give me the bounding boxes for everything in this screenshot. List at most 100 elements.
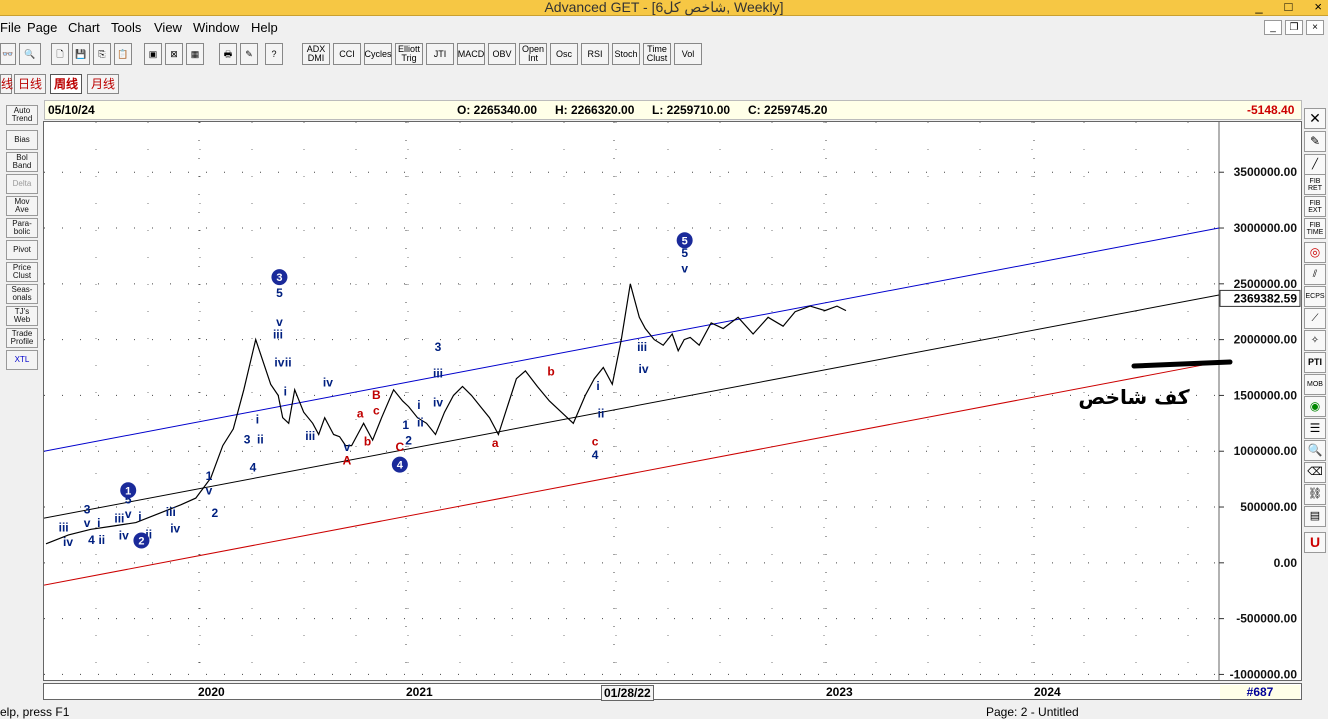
- wave-label: v: [344, 440, 351, 454]
- indicator-cci-button[interactable]: CCI: [333, 43, 361, 65]
- price-clust-button[interactable]: Price Clust: [6, 262, 38, 282]
- fib-ret-button[interactable]: FIB RET: [1304, 174, 1326, 195]
- u-icon[interactable]: U: [1304, 532, 1326, 553]
- tab-weekly[interactable]: 周线: [50, 74, 83, 94]
- indicator-jti-button[interactable]: JTI: [426, 43, 454, 65]
- tab-monthly[interactable]: 月线: [87, 74, 120, 94]
- close-chart-icon[interactable]: ⊠: [165, 43, 183, 65]
- pivot-button[interactable]: Pivot: [6, 240, 38, 260]
- channel-icon[interactable]: ⫽: [1304, 264, 1326, 285]
- trade-profile-button[interactable]: Trade Profile: [6, 328, 38, 348]
- wave-label: ii: [145, 527, 152, 541]
- current-price-label: 2369382.59: [1234, 291, 1298, 305]
- x-label-2024: 2024: [1034, 685, 1061, 699]
- y-tick-label: -1000000.00: [1230, 667, 1298, 680]
- wave-label: c: [373, 403, 380, 417]
- auto-trend-button[interactable]: Auto Trend: [6, 105, 38, 125]
- tab-partial[interactable]: 线: [0, 74, 13, 94]
- ruler-icon[interactable]: ⟋: [1304, 308, 1326, 329]
- indicator-cycles-button[interactable]: Cycles: [364, 43, 392, 65]
- help-icon[interactable]: ?: [265, 43, 283, 65]
- copy-icon[interactable]: ⎘: [93, 43, 111, 65]
- indicator-adx-button[interactable]: ADX DMI: [302, 43, 330, 65]
- menu-file[interactable]: File: [0, 20, 21, 35]
- menu-chart[interactable]: Chart: [68, 20, 100, 35]
- close-value: C: 2259745.20: [748, 103, 828, 117]
- bias-button[interactable]: Bias: [6, 130, 38, 150]
- seasonals-button[interactable]: Seas- onals: [6, 284, 38, 304]
- cycle-icon[interactable]: ◎: [1304, 242, 1326, 263]
- print-icon[interactable]: 🖶: [219, 43, 237, 65]
- floor-note: کف شاخص: [1078, 385, 1190, 409]
- minimize-button[interactable]: _: [1255, 0, 1263, 14]
- mdi-close-button[interactable]: ×: [1306, 20, 1324, 35]
- menu-page[interactable]: Page: [27, 20, 58, 35]
- close-button[interactable]: ×: [1314, 0, 1322, 14]
- wave-circle-label: 3: [276, 272, 282, 284]
- maximize-button[interactable]: □: [1284, 0, 1293, 14]
- grid-icon[interactable]: ▦: [186, 43, 204, 65]
- pen-icon[interactable]: ✎: [1304, 131, 1326, 152]
- menu-window[interactable]: Window: [193, 20, 240, 35]
- fib-ext-button[interactable]: FIB EXT: [1304, 196, 1326, 217]
- notes-icon[interactable]: ▤: [1304, 506, 1326, 527]
- delta-button[interactable]: Delta: [6, 174, 38, 194]
- cursor-icon[interactable]: ✎: [240, 43, 258, 65]
- eraser-icon[interactable]: ⌫: [1304, 462, 1326, 483]
- fib-time-button[interactable]: FIB TIME: [1304, 218, 1326, 239]
- wave-label: ii: [98, 533, 105, 547]
- magnifier-icon[interactable]: 🔍: [1304, 440, 1326, 461]
- mdi-restore-button[interactable]: ❐: [1285, 20, 1303, 35]
- indicator-timeclust-button[interactable]: Time Clust: [643, 43, 671, 65]
- tjs-web-button[interactable]: TJ's Web: [6, 306, 38, 326]
- binoculars-icon[interactable]: 👓: [0, 43, 16, 65]
- indicator-openint-button[interactable]: Open Int: [519, 43, 547, 65]
- bol-band-button[interactable]: Bol Band: [6, 152, 38, 172]
- globe-icon[interactable]: ◉: [1304, 396, 1326, 417]
- wave-label: c: [592, 435, 599, 449]
- pti-button[interactable]: PTI: [1304, 352, 1326, 373]
- indicator-stoch-button[interactable]: Stoch: [612, 43, 640, 65]
- xtl-button[interactable]: XTL: [6, 350, 38, 370]
- search-icon[interactable]: 🔍: [19, 43, 41, 65]
- line-icon[interactable]: ╱: [1304, 154, 1326, 175]
- tab-daily[interactable]: 日线: [14, 74, 47, 94]
- menu-tools[interactable]: Tools: [111, 20, 142, 35]
- list-icon[interactable]: ☰: [1304, 418, 1326, 439]
- wave-label: A: [343, 454, 352, 468]
- wave-label: iii: [433, 367, 443, 381]
- wave-label: a: [492, 436, 499, 450]
- wave-label: C: [395, 440, 404, 454]
- save-icon[interactable]: 💾: [72, 43, 90, 65]
- magic-icon[interactable]: ✧: [1304, 330, 1326, 351]
- menu-view[interactable]: View: [154, 20, 182, 35]
- price-chart[interactable]: 3500000.00 3000000.00 2500000.00 2000000.00…: [43, 121, 1302, 681]
- y-tick-label: 3000000.00: [1234, 221, 1298, 235]
- mov-ave-button[interactable]: Mov Ave: [6, 196, 38, 216]
- indicator-obv-button[interactable]: OBV: [488, 43, 516, 65]
- y-tick-label: 2000000.00: [1234, 333, 1298, 347]
- menu-help[interactable]: Help: [251, 20, 278, 35]
- mob-button[interactable]: MOB: [1304, 374, 1326, 395]
- window-icon[interactable]: ▣: [144, 43, 162, 65]
- price-chart-svg[interactable]: 3500000.003000000.002500000.002000000.00…: [43, 122, 1301, 681]
- wave-label: v: [206, 484, 213, 498]
- indicator-rsi-button[interactable]: RSI: [581, 43, 609, 65]
- wave-circle-label: 1: [125, 485, 131, 497]
- close-tool-icon[interactable]: ✕: [1304, 108, 1326, 129]
- wave-label: iii: [305, 429, 315, 443]
- channel-line-middle: [43, 294, 1220, 519]
- indicator-osc-button[interactable]: Osc: [550, 43, 578, 65]
- indicator-elliott-button[interactable]: Elliott Trig: [395, 43, 423, 65]
- link-icon[interactable]: ⛓: [1304, 484, 1326, 505]
- indicator-macd-button[interactable]: MACD: [457, 43, 485, 65]
- new-page-icon[interactable]: 🗋: [51, 43, 69, 65]
- mdi-minimize-button[interactable]: _: [1264, 20, 1282, 35]
- open-value: O: 2265340.00: [457, 103, 538, 117]
- wave-label: i: [138, 509, 141, 523]
- indicator-vol-button[interactable]: Vol: [674, 43, 702, 65]
- paste-icon[interactable]: 📋: [114, 43, 132, 65]
- ecps-button[interactable]: ECPS: [1304, 286, 1326, 307]
- status-right: Page: 2 - Untitled: [986, 705, 1079, 719]
- parabolic-button[interactable]: Para- bolic: [6, 218, 38, 238]
